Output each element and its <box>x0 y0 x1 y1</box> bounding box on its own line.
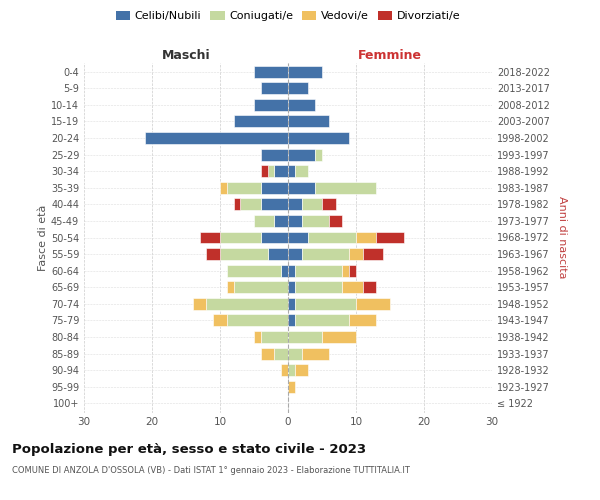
Text: COMUNE DI ANZOLA D'OSSOLA (VB) - Dati ISTAT 1° gennaio 2023 - Elaborazione TUTTI: COMUNE DI ANZOLA D'OSSOLA (VB) - Dati IS… <box>12 466 410 475</box>
Bar <box>254 66 288 78</box>
Bar <box>220 232 261 243</box>
Bar <box>363 248 383 260</box>
Bar <box>288 381 295 393</box>
Bar <box>261 198 288 210</box>
Bar <box>268 248 288 260</box>
Bar <box>302 348 329 360</box>
Bar <box>233 116 288 128</box>
Bar <box>261 232 288 243</box>
Bar <box>233 198 241 210</box>
Bar <box>220 182 227 194</box>
Bar <box>261 182 288 194</box>
Bar <box>254 331 261 343</box>
Bar <box>288 232 308 243</box>
Bar <box>349 314 376 326</box>
Bar <box>274 348 288 360</box>
Bar <box>200 232 220 243</box>
Bar <box>363 282 376 293</box>
Bar <box>241 198 261 210</box>
Bar <box>288 148 315 160</box>
Y-axis label: Anni di nascita: Anni di nascita <box>557 196 566 278</box>
Bar <box>254 215 274 227</box>
Bar <box>281 364 288 376</box>
Bar <box>281 264 288 276</box>
Bar <box>295 282 343 293</box>
Bar <box>288 82 308 94</box>
Bar <box>315 148 322 160</box>
Bar <box>261 165 268 177</box>
Bar <box>288 165 295 177</box>
Bar <box>206 298 288 310</box>
Bar <box>288 132 349 144</box>
Bar <box>261 148 288 160</box>
Bar <box>227 282 233 293</box>
Bar <box>322 331 356 343</box>
Bar <box>308 232 356 243</box>
Bar <box>349 264 356 276</box>
Bar <box>302 248 349 260</box>
Bar <box>261 331 288 343</box>
Bar <box>315 182 376 194</box>
Bar <box>295 298 356 310</box>
Bar <box>288 264 295 276</box>
Text: Maschi: Maschi <box>161 49 211 62</box>
Bar <box>343 264 349 276</box>
Bar <box>288 182 315 194</box>
Bar <box>288 314 295 326</box>
Bar <box>288 331 322 343</box>
Bar <box>288 364 295 376</box>
Bar <box>356 232 376 243</box>
Bar <box>343 282 363 293</box>
Bar <box>193 298 206 310</box>
Bar <box>288 198 302 210</box>
Bar <box>213 314 227 326</box>
Bar <box>295 364 308 376</box>
Bar <box>302 198 322 210</box>
Bar <box>329 215 343 227</box>
Bar <box>261 82 288 94</box>
Bar <box>288 99 315 111</box>
Bar <box>254 99 288 111</box>
Bar <box>295 314 349 326</box>
Bar <box>220 248 268 260</box>
Bar <box>288 66 322 78</box>
Y-axis label: Fasce di età: Fasce di età <box>38 204 48 270</box>
Bar <box>145 132 288 144</box>
Text: Femmine: Femmine <box>358 49 422 62</box>
Bar <box>261 348 274 360</box>
Bar <box>233 282 288 293</box>
Bar <box>274 215 288 227</box>
Bar <box>295 264 343 276</box>
Bar <box>288 116 329 128</box>
Bar <box>322 198 335 210</box>
Bar <box>206 248 220 260</box>
Text: Popolazione per età, sesso e stato civile - 2023: Popolazione per età, sesso e stato civil… <box>12 442 366 456</box>
Bar <box>288 348 302 360</box>
Bar <box>288 215 302 227</box>
Bar <box>227 264 281 276</box>
Bar <box>268 165 274 177</box>
Bar <box>376 232 404 243</box>
Bar <box>227 314 288 326</box>
Bar <box>356 298 390 310</box>
Bar <box>302 215 329 227</box>
Bar <box>288 248 302 260</box>
Bar <box>295 165 308 177</box>
Legend: Celibi/Nubili, Coniugati/e, Vedovi/e, Divorziati/e: Celibi/Nubili, Coniugati/e, Vedovi/e, Di… <box>116 10 460 21</box>
Bar <box>274 165 288 177</box>
Bar <box>349 248 363 260</box>
Bar <box>288 298 295 310</box>
Bar <box>288 282 295 293</box>
Bar <box>227 182 261 194</box>
